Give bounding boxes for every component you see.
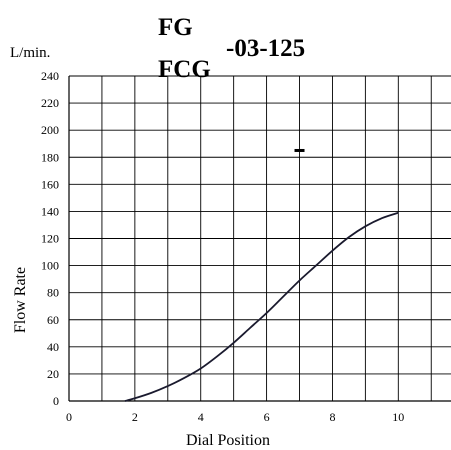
y-tick-label: 220 (41, 96, 59, 110)
tick-labels: 0 20 40 60 80 100 120 140 160 180 200 220 240 0 2 4 6 8 10 (41, 69, 404, 424)
series-layer (124, 148, 399, 402)
y-axis-label: Flow Rate (12, 267, 29, 333)
chart-title-line-1: FG (158, 14, 193, 41)
x-tick-label: 4 (198, 410, 204, 424)
y-tick-label: 80 (47, 286, 59, 300)
y-tick-label: 180 (41, 150, 59, 164)
y-tick-label: 140 (41, 204, 59, 218)
y-tick-label: 100 (41, 259, 59, 273)
x-tick-label: 10 (392, 410, 404, 424)
axes (68, 76, 451, 402)
y-tick-label: 0 (53, 394, 59, 408)
y-tick-label: 40 (47, 340, 59, 354)
y-tick-label: 240 (41, 69, 59, 83)
flow-rate-curve (124, 211, 399, 402)
chart-title-line-2: FCG (158, 56, 211, 83)
y-tick-label: 160 (41, 177, 59, 191)
y-tick-label: 120 (41, 232, 59, 246)
x-tick-label: 6 (264, 410, 270, 424)
x-axis-label: Dial Position (186, 432, 270, 449)
y-axis-unit-label: L/min. (10, 45, 50, 61)
x-tick-label: 0 (66, 410, 72, 424)
x-tick-label: 8 (329, 410, 335, 424)
chart-title-suffix: -03-125 (226, 35, 305, 62)
y-tick-label: 60 (47, 313, 59, 327)
grid (69, 75, 451, 401)
x-tick-label: 2 (132, 410, 138, 424)
chart-labels: FG FCG -03-125 L/min. Dial Position Flow… (10, 14, 305, 449)
y-tick-label: 200 (41, 123, 59, 137)
y-tick-label: 20 (47, 367, 59, 381)
